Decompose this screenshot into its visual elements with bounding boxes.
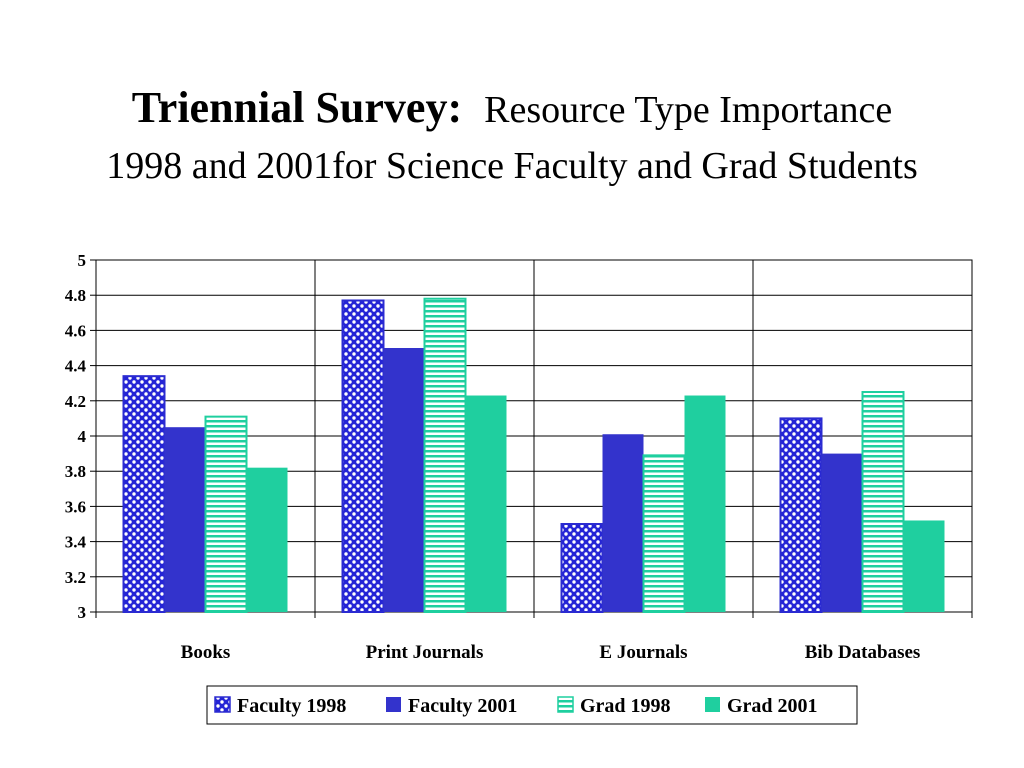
bar (602, 434, 644, 612)
bar (164, 427, 206, 612)
y-tick-label: 4.2 (65, 392, 86, 411)
y-tick-label: 3.6 (65, 497, 86, 516)
x-tick-label: Books (181, 642, 231, 663)
x-tick-label: Bib Databases (805, 642, 921, 663)
legend: Faculty 1998 Faculty 2001 Grad 1998 Grad 20… (206, 685, 858, 725)
bar (861, 391, 905, 613)
bars (122, 297, 945, 614)
title-main: Triennial Survey: (131, 83, 463, 132)
bar (821, 453, 863, 612)
x-tick-label: Print Journals (366, 642, 484, 663)
title-subtitle: Resource Type Importance (484, 89, 893, 131)
y-tick-label: 3.8 (65, 462, 86, 481)
y-tick-label: 5 (78, 251, 87, 270)
bar (903, 520, 945, 612)
legend-swatch (557, 696, 574, 713)
y-tick-label: 3.4 (65, 533, 87, 552)
legend-swatch (214, 696, 231, 713)
bar (204, 415, 248, 614)
bar (684, 395, 726, 612)
bar (383, 348, 425, 612)
y-tick-label: 3.2 (65, 568, 86, 587)
legend-label: Grad 2001 (727, 695, 818, 717)
legend-box (206, 685, 858, 725)
bar (642, 454, 686, 613)
y-tick-label: 4.6 (65, 321, 86, 340)
bar (246, 467, 288, 612)
bar (560, 523, 604, 613)
bar (122, 375, 166, 613)
chart-title: Triennial Survey: Resource Type Importanc… (0, 80, 1024, 138)
y-tick-label: 4.8 (65, 286, 86, 305)
legend-swatch (705, 697, 720, 712)
legend-label: Faculty 2001 (408, 695, 517, 717)
legend-swatch (386, 697, 401, 712)
bar (465, 395, 507, 612)
title-second-line: 1998 and 2001for Science Faculty and Gra… (106, 145, 918, 187)
bar (779, 417, 823, 613)
y-tick-label: 4 (78, 427, 87, 446)
bar (423, 297, 467, 613)
y-tick-label: 3 (78, 603, 87, 622)
bar (341, 299, 385, 613)
legend-label: Grad 1998 (580, 695, 671, 717)
axes: 3 3.2 3.4 3.6 3.8 4 4.2 4.4 4.6 4.8 5 Books Print Jo… (65, 251, 973, 663)
legend-label: Faculty 1998 (237, 695, 346, 717)
y-tick-label: 4.4 (65, 357, 87, 376)
x-tick-label: E Journals (599, 642, 687, 663)
